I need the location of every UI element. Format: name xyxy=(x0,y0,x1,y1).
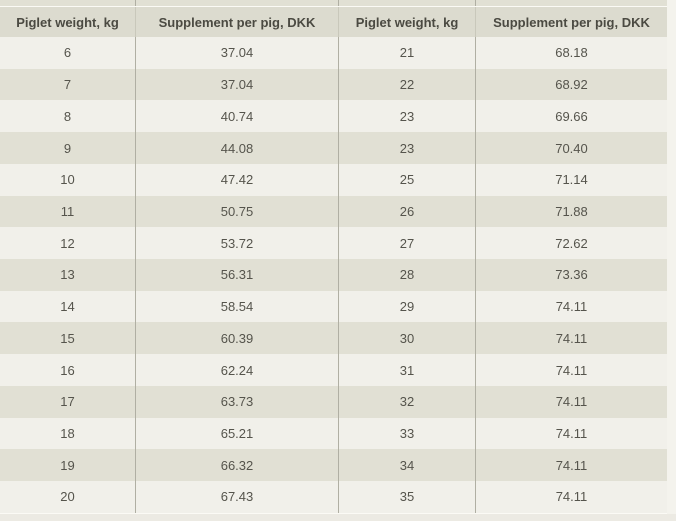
cell-supplement-right: 74.11 xyxy=(475,417,667,450)
table-row: 18 65.21 33 74.11 xyxy=(0,417,667,450)
cell-supplement-left: 60.39 xyxy=(135,322,338,355)
cell-piglet-weight-left: 9 xyxy=(63,140,72,156)
cell-supplement-right: 73.36 xyxy=(475,259,667,291)
cell-piglet-weight-left: 17 xyxy=(60,394,75,410)
cell-piglet-weight-right: 23 xyxy=(338,132,475,164)
cell-piglet-weight-right: 32 xyxy=(338,385,475,418)
cell-supplement-right: 72.62 xyxy=(475,227,667,260)
table-top-edge-fragment xyxy=(0,0,667,6)
cell-piglet-weight-left: 12 xyxy=(60,235,75,251)
table-header-row: Piglet weight, kg Supplement per pig, DK… xyxy=(0,7,667,37)
cell-piglet-weight-right: 30 xyxy=(338,322,475,355)
table-body: 6 37.04 21 68.18 7 37.04 22 68.92 8 40.74 23 69.66 9… xyxy=(0,37,667,513)
top-fragment-cell xyxy=(338,0,475,6)
cell-supplement-left: 44.08 xyxy=(135,132,338,164)
cell-piglet-weight-right: 31 xyxy=(338,354,475,386)
cell-piglet-weight-right: 29 xyxy=(338,290,475,323)
cell-supplement-left: 62.24 xyxy=(135,354,338,386)
cell-piglet-weight-right: 35 xyxy=(338,481,475,513)
table-row: 9 44.08 23 70.40 xyxy=(0,132,667,164)
cell-supplement-left: 66.32 xyxy=(135,449,338,482)
cell-piglet-weight-left: 11 xyxy=(60,203,75,219)
cell-piglet-weight-right: 26 xyxy=(338,195,475,228)
top-fragment-cell xyxy=(0,0,135,6)
cell-supplement-right: 70.40 xyxy=(475,132,667,164)
cell-supplement-right: 71.88 xyxy=(475,195,667,228)
table-row: 10 47.42 25 71.14 xyxy=(0,163,667,196)
cell-supplement-left: 47.42 xyxy=(135,163,338,196)
column-header-supplement-right: Supplement per pig, DKK xyxy=(475,7,667,37)
table-row: 11 50.75 26 71.88 xyxy=(0,195,667,228)
cell-piglet-weight-left: 14 xyxy=(60,299,75,315)
cell-supplement-right: 74.11 xyxy=(475,354,667,386)
row-gap-line xyxy=(0,6,667,7)
cell-supplement-left: 53.72 xyxy=(135,227,338,260)
cell-piglet-weight-left: 18 xyxy=(60,425,75,441)
cell-piglet-weight-left: 19 xyxy=(60,457,75,473)
cell-piglet-weight-left: 6 xyxy=(63,45,72,61)
cell-piglet-weight-left: 7 xyxy=(63,77,72,93)
cell-supplement-left: 37.04 xyxy=(135,37,338,69)
table-row: 16 62.24 31 74.11 xyxy=(0,354,667,386)
table-row: 17 63.73 32 74.11 xyxy=(0,385,667,418)
cell-supplement-left: 65.21 xyxy=(135,417,338,450)
table-row: 8 40.74 23 69.66 xyxy=(0,100,667,133)
cell-piglet-weight-right: 28 xyxy=(338,259,475,291)
table-row: 6 37.04 21 68.18 xyxy=(0,37,667,69)
cell-piglet-weight-left: 13 xyxy=(60,267,75,283)
cell-piglet-weight-right: 25 xyxy=(338,163,475,196)
table-row: 20 67.43 35 74.11 xyxy=(0,481,667,513)
cell-supplement-right: 74.11 xyxy=(475,322,667,355)
row-gap-line xyxy=(0,512,667,514)
column-header-supplement-left: Supplement per pig, DKK xyxy=(135,7,338,37)
cell-piglet-weight-right: 23 xyxy=(338,100,475,133)
cell-supplement-right: 68.92 xyxy=(475,68,667,101)
table-row: 19 66.32 34 74.11 xyxy=(0,449,667,482)
cell-supplement-right: 74.11 xyxy=(475,385,667,418)
cell-piglet-weight-right: 22 xyxy=(338,68,475,101)
cell-piglet-weight-right: 21 xyxy=(338,37,475,69)
column-header-piglet-weight-left: Piglet weight, kg xyxy=(16,14,119,30)
table-row: 15 60.39 30 74.11 xyxy=(0,322,667,355)
table-bottom-margin xyxy=(0,513,676,521)
cell-supplement-left: 50.75 xyxy=(135,195,338,228)
cell-piglet-weight-left: 15 xyxy=(60,330,75,346)
table-row: 12 53.72 27 72.62 xyxy=(0,227,667,260)
cell-supplement-left: 56.31 xyxy=(135,259,338,291)
cell-supplement-left: 63.73 xyxy=(135,385,338,418)
cell-supplement-right: 71.14 xyxy=(475,163,667,196)
cell-piglet-weight-right: 34 xyxy=(338,449,475,482)
cell-supplement-left: 58.54 xyxy=(135,290,338,323)
cell-supplement-right: 74.11 xyxy=(475,449,667,482)
table-row: 7 37.04 22 68.92 xyxy=(0,68,667,101)
top-fragment-cell xyxy=(475,0,667,6)
cell-piglet-weight-right: 27 xyxy=(338,227,475,260)
cell-piglet-weight-left: 10 xyxy=(60,172,75,188)
cell-supplement-right: 69.66 xyxy=(475,100,667,133)
cell-supplement-left: 67.43 xyxy=(135,481,338,513)
cell-supplement-right: 74.11 xyxy=(475,290,667,323)
table-row: 14 58.54 29 74.11 xyxy=(0,290,667,323)
cell-supplement-right: 68.18 xyxy=(475,37,667,69)
cell-piglet-weight-left: 8 xyxy=(63,108,72,124)
cell-supplement-left: 37.04 xyxy=(135,68,338,101)
cell-piglet-weight-right: 33 xyxy=(338,417,475,450)
table-row: 13 56.31 28 73.36 xyxy=(0,259,667,291)
column-header-piglet-weight-right: Piglet weight, kg xyxy=(338,7,475,37)
supplement-table: Piglet weight, kg Supplement per pig, DK… xyxy=(0,0,667,514)
cell-supplement-left: 40.74 xyxy=(135,100,338,133)
cell-piglet-weight-left: 16 xyxy=(60,362,75,378)
cell-supplement-right: 74.11 xyxy=(475,481,667,513)
cell-piglet-weight-left: 20 xyxy=(60,489,75,505)
top-fragment-cell xyxy=(135,0,338,6)
